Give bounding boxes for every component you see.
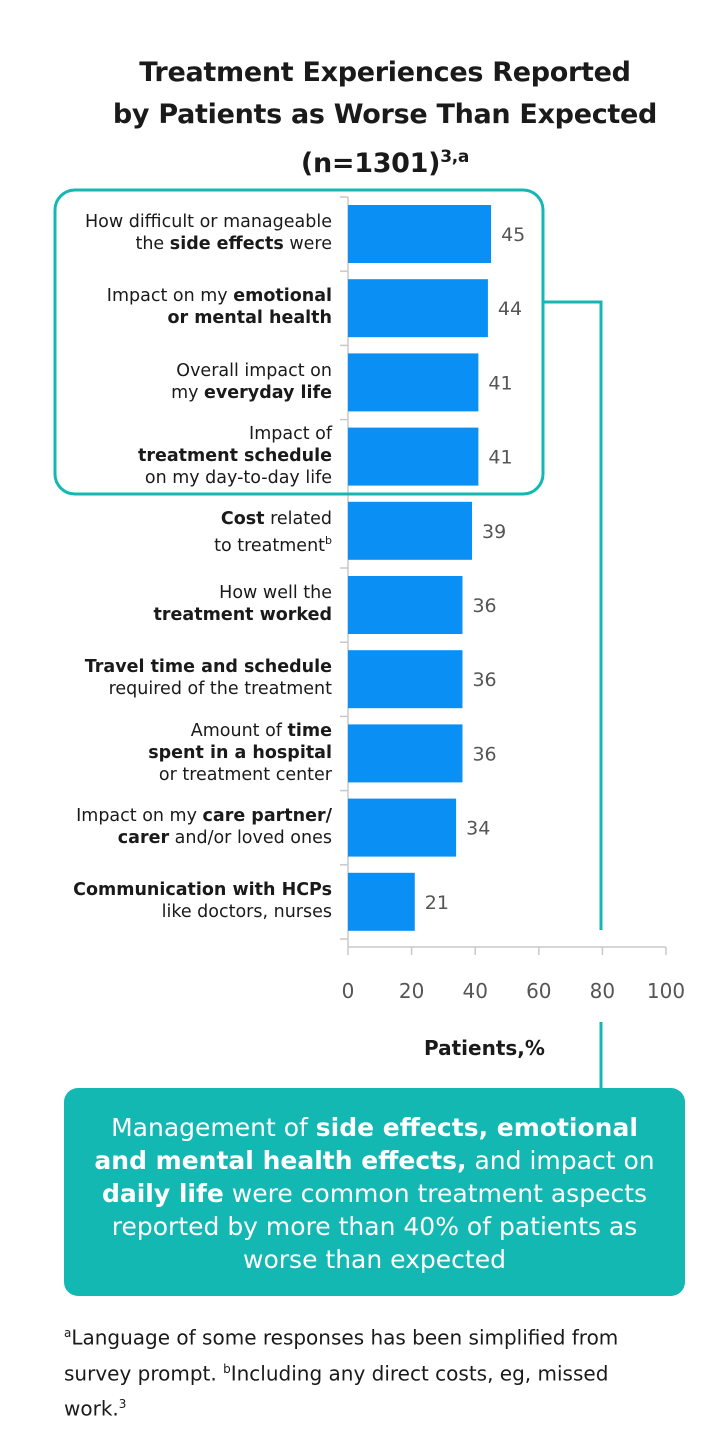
- bar-value-label: 45: [501, 224, 525, 246]
- footnote-text-a: Language of some responses has been simp…: [64, 1325, 619, 1386]
- bar: [348, 576, 463, 634]
- callout-text-3: were common treatment aspects reported b…: [111, 1179, 648, 1274]
- category-label-bold: side effects: [169, 234, 284, 255]
- category-label: Impact on my emotional or mental health: [12, 285, 332, 329]
- category-label-bold: or mental health: [167, 308, 332, 329]
- category-label-bold: treatment worked: [153, 605, 332, 626]
- x-tick-label: 20: [399, 979, 424, 1003]
- category-label-text: like doctors, nurses: [161, 901, 332, 922]
- category-label-bold: carer: [117, 827, 170, 848]
- bar-value-label: 41: [488, 447, 512, 469]
- bar-value-label: 41: [488, 372, 512, 394]
- category-label: How well the treatment worked: [12, 582, 332, 626]
- highlight-box: [53, 188, 545, 496]
- category-label-bold: treatment schedule: [137, 445, 332, 466]
- category-label-bold: time: [287, 720, 332, 741]
- category-label-text: were: [283, 234, 332, 255]
- category-label-text: related: [264, 508, 332, 529]
- title-line-1: Treatment Experiences Reported: [139, 57, 631, 88]
- callout-bold-1: side effects, emotional and mental healt…: [94, 1113, 638, 1175]
- category-label: Impact of treatment schedule on my day-to-…: [12, 423, 332, 489]
- x-tick-label: 0: [342, 979, 355, 1003]
- category-label-text: my: [171, 382, 205, 403]
- x-tick-label: 80: [590, 979, 615, 1003]
- category-label: How difficult or manageable the side effe…: [12, 211, 332, 255]
- category-label-text: or treatment center: [158, 764, 332, 785]
- callout-box: Management of side effects, emotional an…: [64, 1088, 685, 1296]
- bar: [348, 205, 492, 263]
- category-label-bold: emotional: [233, 286, 332, 307]
- x-tick-label: 40: [462, 979, 487, 1003]
- title-line-2: by Patients as Worse Than Expected: [112, 99, 658, 130]
- footnote-ref: 3: [118, 1397, 127, 1412]
- category-label-text: Impact of: [249, 423, 332, 444]
- bar: [348, 650, 463, 709]
- x-tick-label: 100: [647, 979, 685, 1003]
- category-label: Cost related to treatmentb: [12, 508, 332, 557]
- category-label-bold: Travel time and schedule: [84, 657, 332, 678]
- bar: [348, 724, 463, 783]
- category-label: Communication with HCPs like doctors, nur…: [12, 879, 332, 923]
- category-label: Impact on my care partner/carer and/or l…: [12, 805, 332, 849]
- category-label-text: Impact on my: [106, 286, 234, 307]
- category-label-text: and/or loved ones: [169, 827, 332, 848]
- bar-value-label: 34: [466, 818, 490, 840]
- bar-value-label: 36: [472, 669, 496, 691]
- callout-text-1: Management of: [111, 1113, 316, 1142]
- category-label-text: Overall impact on: [176, 360, 332, 381]
- chart-title: Treatment Experiences Reported by Patien…: [0, 52, 710, 185]
- x-tick-label: 60: [526, 979, 551, 1003]
- category-label-bold: spent in a hospital: [148, 742, 332, 763]
- x-axis-label: Patients,%: [424, 1036, 545, 1060]
- footnote-marker-a: a: [64, 1326, 72, 1340]
- connector-line: [544, 300, 603, 930]
- footnote-marker-b: b: [223, 1361, 231, 1376]
- bar-value-label: 39: [482, 521, 506, 543]
- bar-value-label: 36: [472, 743, 496, 765]
- callout-bold-2: daily life: [101, 1179, 224, 1208]
- title-n: (n=1301): [300, 148, 441, 179]
- bar: [348, 501, 473, 560]
- category-label-text: the: [135, 234, 170, 255]
- category-label-text: Impact on my: [76, 805, 203, 826]
- bar: [348, 279, 488, 338]
- category-label: Travel time and schedule required of the …: [12, 656, 332, 700]
- category-label-text: How difficult or manageable: [84, 212, 332, 233]
- category-label-bold: Cost: [220, 508, 265, 529]
- bar-value-label: 21: [425, 892, 449, 914]
- bar-value-label: 36: [472, 595, 496, 617]
- category-label-text: to treatment: [214, 535, 326, 556]
- category-label-bold: everyday life: [204, 382, 332, 403]
- footnote-marker: b: [325, 533, 332, 547]
- title-superscript: 3,a: [440, 147, 470, 167]
- bar: [348, 427, 479, 486]
- category-label: Overall impact on my everyday life: [12, 360, 332, 404]
- category-label: Amount of time spent in a hospital or trea…: [12, 720, 332, 786]
- callout-text-2: and impact on: [466, 1146, 655, 1175]
- title-line-3: (n=1301)3,a: [0, 136, 710, 185]
- footnote-text-b: Including any direct costs, eg, missed w…: [64, 1361, 609, 1421]
- category-label-bold: care partner/: [202, 805, 332, 826]
- bar: [348, 353, 479, 412]
- category-label-text: on my day-to-day life: [144, 467, 332, 488]
- category-label-text: How well the: [219, 583, 332, 604]
- category-label-bold: Communication with HCPs: [73, 879, 332, 900]
- footnote: aLanguage of some responses has been sim…: [64, 1318, 674, 1425]
- category-label-text: required of the treatment: [108, 679, 332, 700]
- bar-value-label: 44: [498, 298, 522, 320]
- bar: [348, 798, 457, 857]
- category-label-text: Amount of: [190, 720, 288, 741]
- bar: [348, 872, 415, 931]
- bar-chart: 0 20 40 60 80 100 45 44 41 41 39 36 36 36 34 21: [53, 188, 685, 1095]
